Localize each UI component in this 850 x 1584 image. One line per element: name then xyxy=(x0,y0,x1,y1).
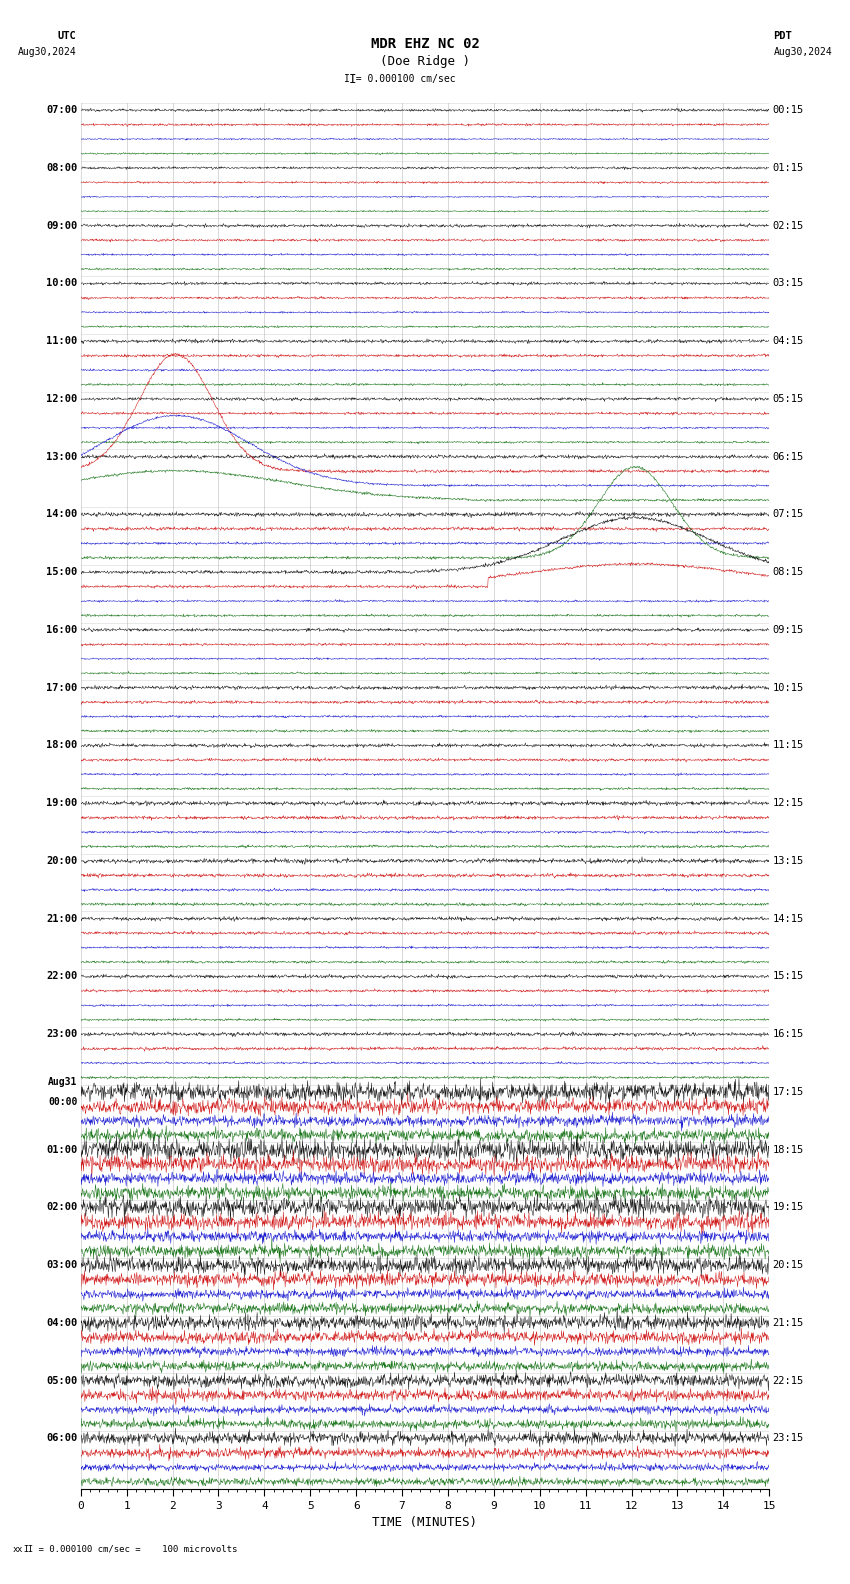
Text: 07:15: 07:15 xyxy=(773,510,804,520)
Text: 17:00: 17:00 xyxy=(46,683,77,692)
Text: 11:15: 11:15 xyxy=(773,740,804,751)
Text: 04:15: 04:15 xyxy=(773,336,804,347)
Text: MDR EHZ NC 02: MDR EHZ NC 02 xyxy=(371,38,479,51)
Text: 01:15: 01:15 xyxy=(773,163,804,173)
Text: 18:00: 18:00 xyxy=(46,740,77,751)
Text: Aug30,2024: Aug30,2024 xyxy=(18,48,76,57)
Text: 00:15: 00:15 xyxy=(773,105,804,116)
Text: 16:00: 16:00 xyxy=(46,626,77,635)
Text: 13:15: 13:15 xyxy=(773,855,804,866)
Text: 21:15: 21:15 xyxy=(773,1318,804,1327)
Text: 14:00: 14:00 xyxy=(46,510,77,520)
Text: 21:00: 21:00 xyxy=(46,914,77,923)
Text: 09:00: 09:00 xyxy=(46,220,77,231)
Text: 06:15: 06:15 xyxy=(773,451,804,461)
Text: 13:00: 13:00 xyxy=(46,451,77,461)
Text: 18:15: 18:15 xyxy=(773,1145,804,1155)
Text: 04:00: 04:00 xyxy=(46,1318,77,1327)
Text: 22:00: 22:00 xyxy=(46,971,77,982)
Text: 05:15: 05:15 xyxy=(773,394,804,404)
Text: 14:15: 14:15 xyxy=(773,914,804,923)
Text: 06:00: 06:00 xyxy=(46,1434,77,1443)
Text: 03:00: 03:00 xyxy=(46,1261,77,1270)
Text: 10:00: 10:00 xyxy=(46,279,77,288)
Text: 11:00: 11:00 xyxy=(46,336,77,347)
Text: I: I xyxy=(349,73,356,86)
Text: 22:15: 22:15 xyxy=(773,1375,804,1386)
Text: 07:00: 07:00 xyxy=(46,105,77,116)
Text: 20:00: 20:00 xyxy=(46,855,77,866)
Text: 19:15: 19:15 xyxy=(773,1202,804,1212)
Text: 12:15: 12:15 xyxy=(773,798,804,808)
Text: 03:15: 03:15 xyxy=(773,279,804,288)
X-axis label: TIME (MINUTES): TIME (MINUTES) xyxy=(372,1516,478,1529)
Text: 15:15: 15:15 xyxy=(773,971,804,982)
Text: 10:15: 10:15 xyxy=(773,683,804,692)
Text: 02:00: 02:00 xyxy=(46,1202,77,1212)
Text: PDT: PDT xyxy=(774,32,792,41)
Text: 08:15: 08:15 xyxy=(773,567,804,577)
Text: 01:00: 01:00 xyxy=(46,1145,77,1155)
Text: 17:15: 17:15 xyxy=(773,1087,804,1098)
Text: 23:15: 23:15 xyxy=(773,1434,804,1443)
Text: 05:00: 05:00 xyxy=(46,1375,77,1386)
Text: (Doe Ridge ): (Doe Ridge ) xyxy=(380,55,470,68)
Text: UTC: UTC xyxy=(58,32,76,41)
Text: 00:00: 00:00 xyxy=(48,1096,77,1107)
Text: 02:15: 02:15 xyxy=(773,220,804,231)
Text: 15:00: 15:00 xyxy=(46,567,77,577)
Text: 09:15: 09:15 xyxy=(773,626,804,635)
Text: 23:00: 23:00 xyxy=(46,1030,77,1039)
Text: 20:15: 20:15 xyxy=(773,1261,804,1270)
Text: 16:15: 16:15 xyxy=(773,1030,804,1039)
Text: 12:00: 12:00 xyxy=(46,394,77,404)
Text: x I: x I xyxy=(13,1544,29,1554)
Text: I = 0.000100 cm/sec: I = 0.000100 cm/sec xyxy=(343,74,456,84)
Text: x I = 0.000100 cm/sec =    100 microvolts: x I = 0.000100 cm/sec = 100 microvolts xyxy=(17,1544,237,1554)
Text: 19:00: 19:00 xyxy=(46,798,77,808)
Text: 08:00: 08:00 xyxy=(46,163,77,173)
Text: Aug30,2024: Aug30,2024 xyxy=(774,48,832,57)
Text: Aug31: Aug31 xyxy=(48,1077,77,1087)
